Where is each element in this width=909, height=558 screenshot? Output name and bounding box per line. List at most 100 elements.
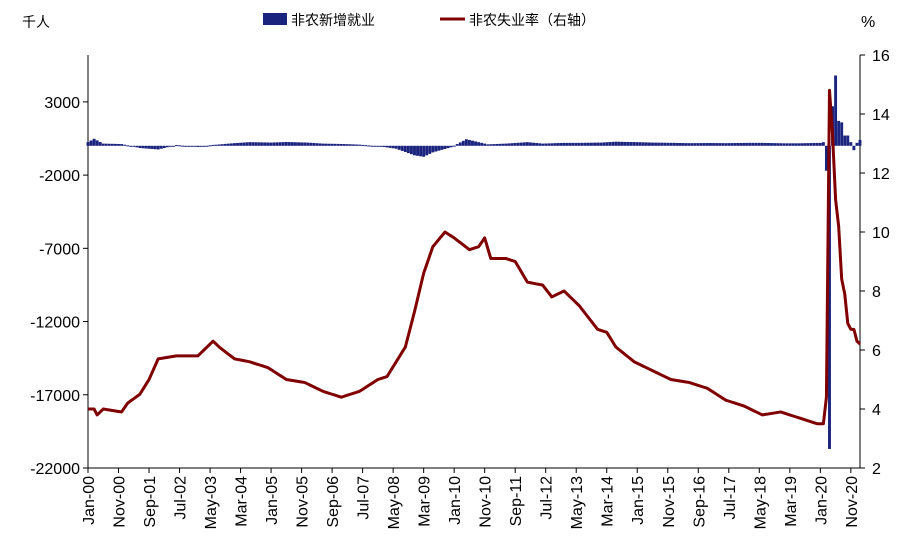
bar-mark xyxy=(110,143,114,146)
bar-mark xyxy=(419,145,423,157)
bar-mark xyxy=(165,145,169,148)
bar-mark xyxy=(580,142,584,146)
bar-mark xyxy=(583,142,587,146)
bar-mark xyxy=(535,143,539,146)
bar-mark xyxy=(599,142,603,146)
bar-mark xyxy=(834,75,838,146)
bar-mark xyxy=(251,142,255,146)
bar-mark xyxy=(107,143,111,146)
bar-mark xyxy=(162,145,166,148)
bar-mark xyxy=(190,145,194,147)
legend: 非农新增就业 非农失业率（右轴） xyxy=(263,12,595,29)
bar-mark xyxy=(657,142,661,146)
bar-mark xyxy=(660,142,664,146)
bar-mark xyxy=(229,143,233,146)
bar-mark xyxy=(474,141,477,146)
bar-mark xyxy=(696,143,700,146)
bar-mark xyxy=(422,145,426,157)
axes xyxy=(83,54,865,473)
line-series-path xyxy=(88,88,862,426)
bar-mark xyxy=(767,142,770,146)
bar-mark xyxy=(367,145,371,147)
bar-mark xyxy=(358,144,362,146)
bar-mark xyxy=(721,143,725,146)
bar-mark xyxy=(333,143,337,146)
bar-mark xyxy=(300,142,304,146)
line-series xyxy=(88,88,862,426)
bar-mark xyxy=(129,145,133,147)
bar-mark xyxy=(828,145,831,449)
bar-mark xyxy=(562,142,566,146)
x-axis-tick-label: Nov-00 xyxy=(112,476,129,528)
bar-mark xyxy=(278,142,282,146)
bar-mark xyxy=(745,142,749,146)
bar-mark xyxy=(391,145,395,149)
x-axis-tick-label: Mar-09 xyxy=(417,476,434,527)
bar-mark xyxy=(159,145,163,149)
bar-mark xyxy=(815,142,819,146)
x-axis-tick-label: May-18 xyxy=(752,476,769,529)
bar-mark xyxy=(495,143,499,146)
bar-mark xyxy=(690,143,694,146)
bar-mark xyxy=(406,145,410,154)
bar-mark xyxy=(724,143,728,146)
left-axis-unit-label: 千人 xyxy=(22,15,50,31)
bar-mark xyxy=(287,142,291,146)
bar-mark xyxy=(141,145,145,149)
bar-mark xyxy=(574,142,578,146)
bar-mark xyxy=(437,145,441,151)
x-axis-tick-label: May-08 xyxy=(386,476,403,529)
bar-mark xyxy=(644,142,648,146)
bar-mark xyxy=(309,142,313,146)
bar-mark xyxy=(705,143,709,146)
bar-mark xyxy=(760,142,764,146)
bar-mark xyxy=(86,142,90,146)
x-axis-tick-label: Jul-02 xyxy=(173,476,190,520)
bar-mark xyxy=(486,144,490,146)
bar-mark xyxy=(175,145,178,147)
bar-mark xyxy=(498,143,502,146)
bar-mark xyxy=(754,142,758,146)
right-axis-tick-label: 4 xyxy=(872,402,881,419)
x-axis-tick-label: Jan-05 xyxy=(264,476,281,525)
bar-mark xyxy=(95,140,99,146)
bar-mark xyxy=(336,143,340,146)
bar-mark xyxy=(529,142,532,146)
right-axis-tick-label: 10 xyxy=(872,225,890,242)
x-axis-tick-label: Jul-12 xyxy=(539,476,556,520)
bar-mark xyxy=(648,142,651,146)
bar-mark xyxy=(355,144,358,146)
bar-mark xyxy=(812,142,816,146)
bar-mark xyxy=(171,145,175,147)
bar-mark xyxy=(785,143,789,146)
x-axis-tick-label: May-13 xyxy=(569,476,586,529)
bar-mark xyxy=(104,143,108,146)
x-axis-tick-label: Jul-17 xyxy=(722,476,739,520)
bar-mark xyxy=(666,142,670,146)
bar-mark xyxy=(132,145,136,147)
right-axis-tick-label: 12 xyxy=(872,166,890,183)
bar-mark xyxy=(202,145,206,147)
bar-mark xyxy=(757,142,761,146)
bar-mark xyxy=(184,145,188,147)
bar-mark xyxy=(297,142,300,146)
bar-mark xyxy=(135,145,139,148)
bar-mark xyxy=(275,142,279,146)
bar-mark xyxy=(214,144,218,146)
bar-mark xyxy=(626,141,630,146)
bar-mark xyxy=(763,142,767,146)
bar-mark xyxy=(532,142,535,146)
x-axis-tick-label: Sep-01 xyxy=(142,476,159,528)
bar-mark xyxy=(458,142,462,146)
bar-mark xyxy=(513,142,517,146)
bar-mark xyxy=(782,143,786,146)
bar-mark xyxy=(794,143,798,146)
bar-mark xyxy=(425,145,429,156)
bar-mark xyxy=(821,142,825,146)
bar-mark xyxy=(321,143,325,146)
bar-mark xyxy=(748,142,752,146)
x-axis-tick-label: Jan-00 xyxy=(81,476,98,525)
left-axis-tick-label: -22000 xyxy=(30,461,80,478)
bar-mark xyxy=(379,145,383,147)
